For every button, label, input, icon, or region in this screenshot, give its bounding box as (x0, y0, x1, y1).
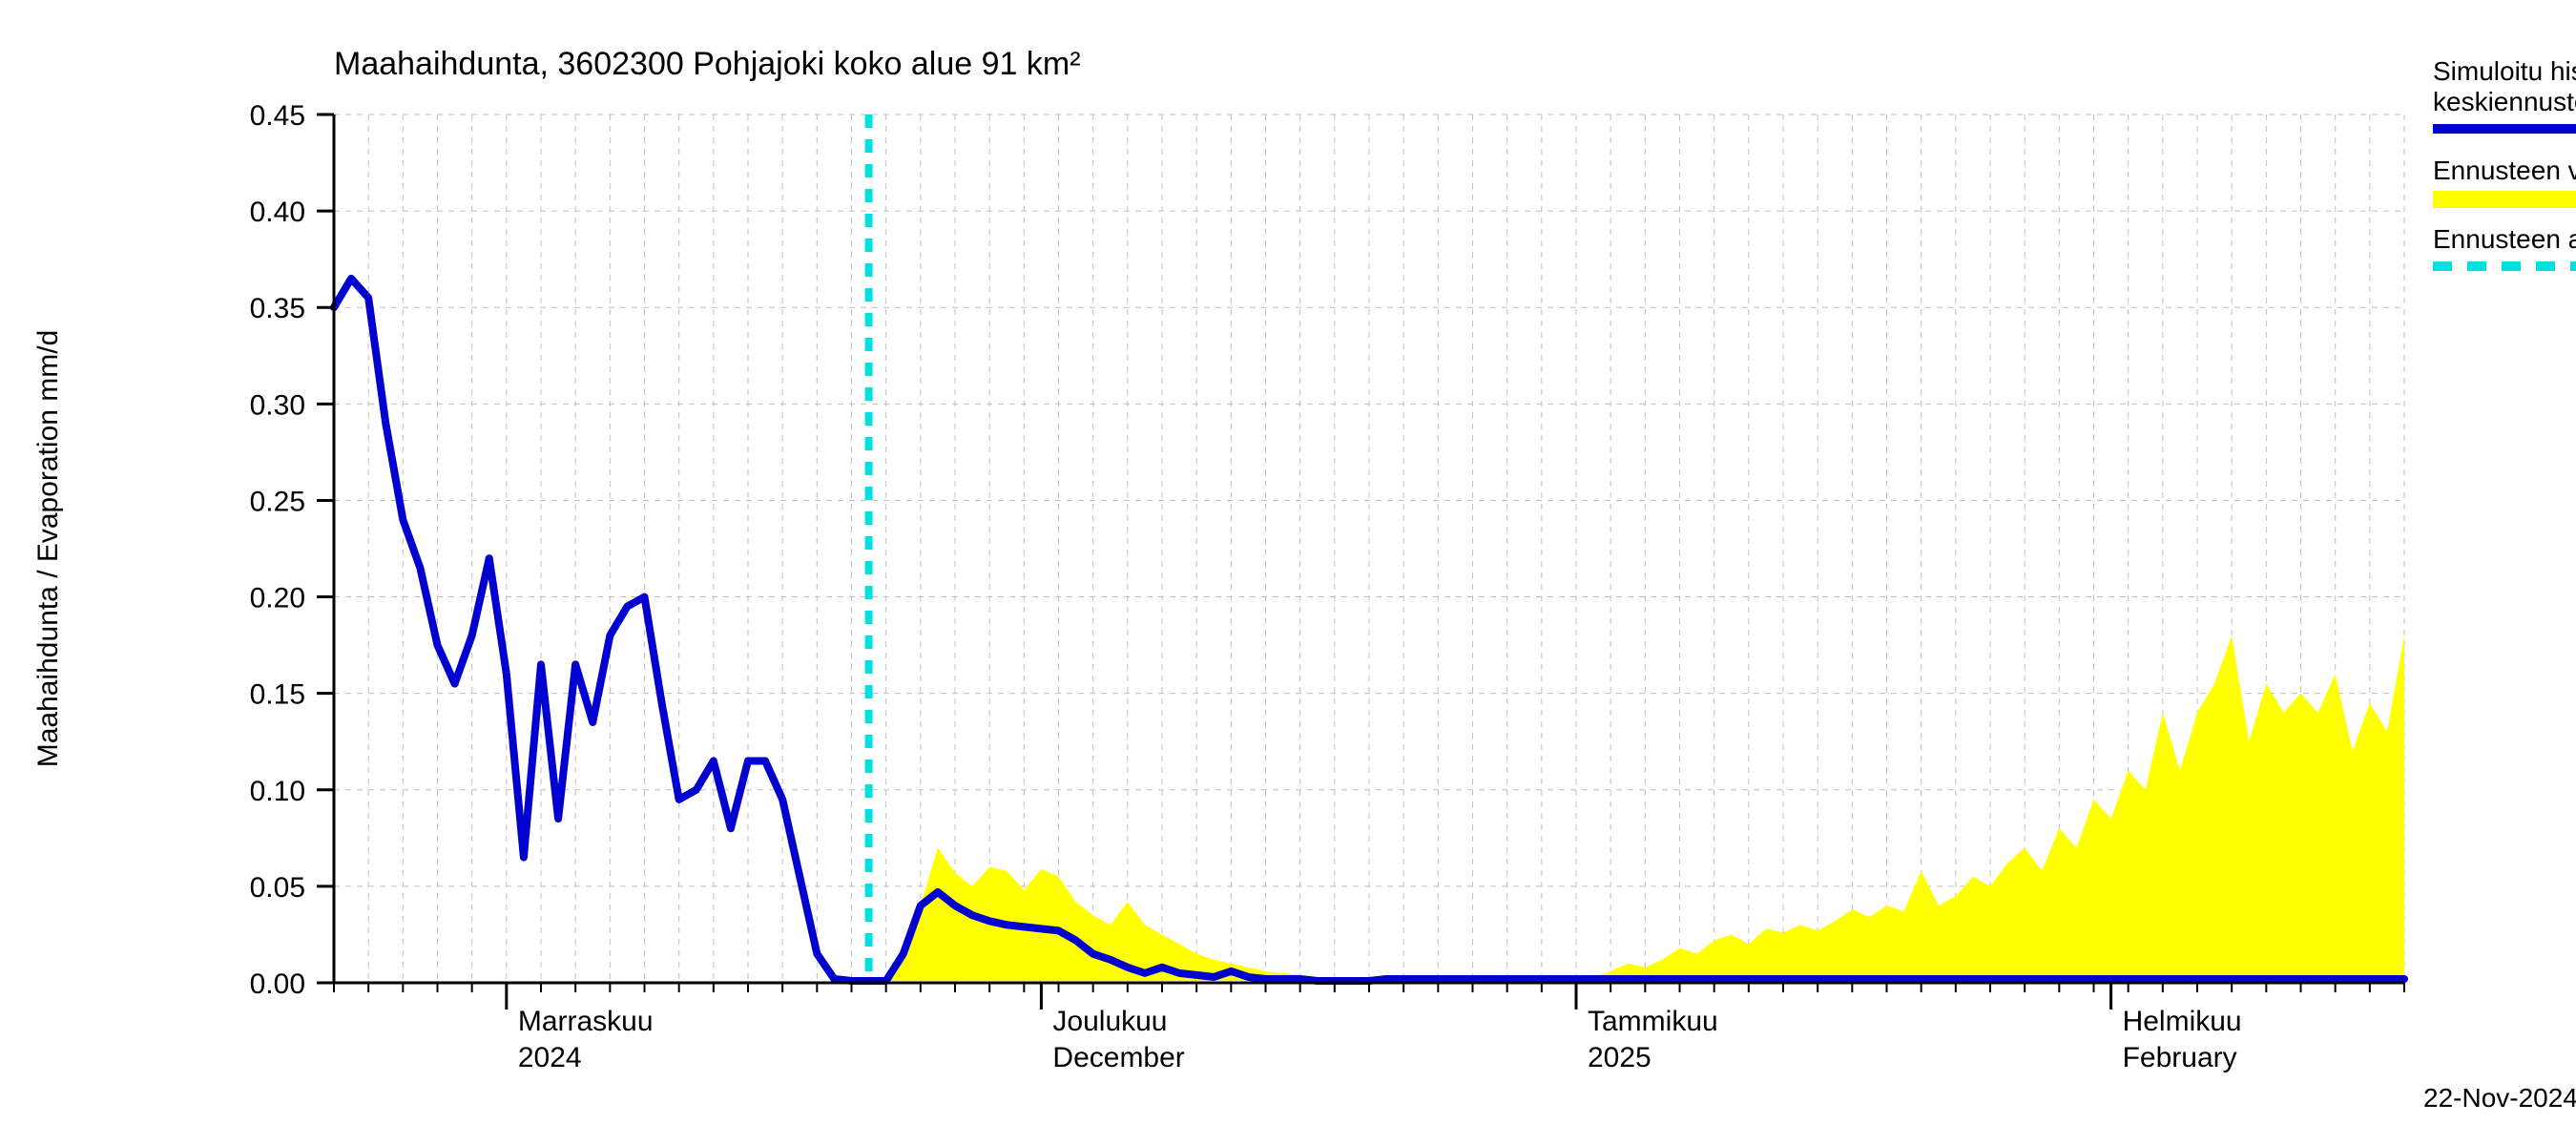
y-tick-label: 0.05 (250, 872, 305, 904)
y-tick-label: 0.15 (250, 679, 305, 711)
x-tick-label-bottom: 2024 (518, 1042, 582, 1073)
x-tick-label-top: Helmikuu (2123, 1006, 2242, 1037)
legend-label: Ennusteen alku (2433, 224, 2576, 254)
chart-title: Maahaihdunta, 3602300 Pohjajoki koko alu… (334, 46, 1081, 82)
y-tick-label: 0.00 (250, 968, 305, 1000)
y-tick-label: 0.40 (250, 197, 305, 228)
x-tick-label-bottom: December (1052, 1042, 1184, 1073)
y-tick-label: 0.10 (250, 776, 305, 807)
x-tick-label-bottom: 2025 (1588, 1042, 1652, 1073)
legend-swatch (2433, 191, 2576, 208)
legend-label: Simuloitu historia ja (2433, 56, 2576, 86)
chart-footer: 22-Nov-2024 02:26 WSFS-O (2423, 1083, 2576, 1113)
x-tick-label-top: Joulukuu (1052, 1006, 1167, 1037)
chart-container: 0.00 0.05 0.10 0.15 0.20 0.25 0.30 0.35 0.40 0.45… (0, 0, 2576, 1145)
y-tick-label: 0.20 (250, 583, 305, 614)
y-axis-label: Maahaihdunta / Evaporation mm/d (32, 330, 64, 768)
x-tick-label-top: Tammikuu (1588, 1006, 1718, 1037)
chart-svg: 0.00 0.05 0.10 0.15 0.20 0.25 0.30 0.35 0.40 0.45… (0, 0, 2576, 1145)
x-tick-label-top: Marraskuu (518, 1006, 654, 1037)
y-tick-label: 0.35 (250, 293, 305, 324)
y-tick-label: 0.30 (250, 389, 305, 421)
y-tick-label: 0.25 (250, 486, 305, 517)
legend-label: Ennusteen vaihteluväli (2433, 156, 2576, 185)
y-tick-label: 0.45 (250, 100, 305, 132)
legend-label: keskiennuste (2433, 87, 2576, 116)
x-tick-label-bottom: February (2123, 1042, 2237, 1073)
